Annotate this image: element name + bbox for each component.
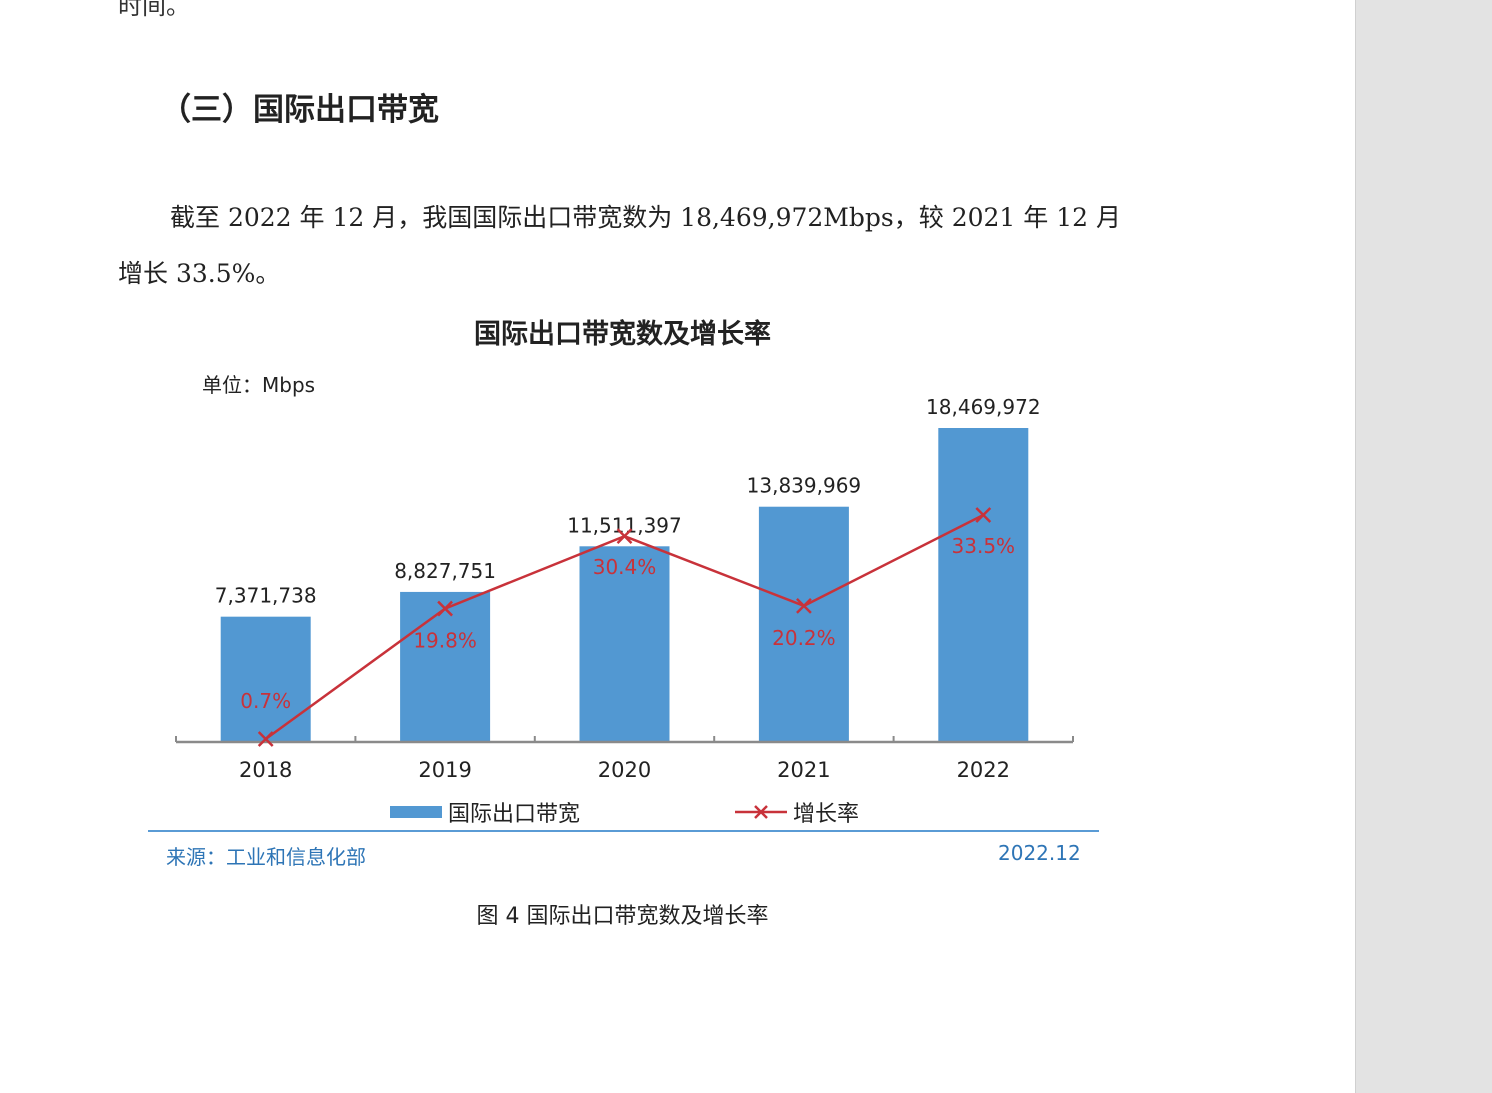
bar-value-label-2021: 13,839,969: [747, 474, 862, 498]
growth-marker-2018: [257, 731, 274, 747]
x-tick-label-2022: 2022: [957, 758, 1010, 782]
bar-value-label-2020: 11,511,397: [567, 513, 682, 537]
legend-bandwidth-label: 国际出口带宽: [448, 802, 581, 827]
growth-label-2022: 33.5%: [952, 534, 1016, 558]
legend-growth-label: 增长率: [793, 802, 860, 827]
chart-title: 国际出口带宽数及增长率: [474, 319, 771, 350]
x-tick-label-2020: 2020: [598, 758, 651, 782]
growth-marker-2019: [437, 600, 453, 617]
growth-label-2018: 0.7%: [240, 689, 291, 713]
paragraph-text: 截至 2022 年 12 月，我国国际出口带宽数为 18,469,972Mbps…: [118, 203, 1121, 288]
legend-item-growth-rate: 增长率: [735, 796, 859, 828]
growth-marker-2022: [975, 507, 992, 523]
bar-2021: [758, 506, 849, 742]
section-title: （三）国际出口带宽: [160, 92, 439, 128]
growth-label-2021: 20.2%: [772, 626, 836, 650]
bar-2020: [579, 546, 670, 742]
chart-unit-label: 单位：Mbps: [202, 373, 316, 397]
legend-item-bandwidth: 国际出口带宽: [390, 796, 580, 828]
growth-label-2019: 19.8%: [413, 629, 477, 653]
document-page: 时间。 （三）国际出口带宽 截至 2022 年 12 月，我国国际出口带宽数为 …: [118, 0, 1138, 929]
source-divider: [148, 830, 1099, 832]
bar-value-label-2018: 7,371,738: [215, 584, 317, 608]
bar-2022: [938, 428, 1029, 742]
bar-2019: [400, 591, 491, 742]
x-tick-label-2019: 2019: [418, 758, 471, 782]
growth-marker-2021: [796, 597, 812, 614]
chart-source-date: 2022.12: [998, 841, 1081, 865]
body-paragraph: 截至 2022 年 12 月，我国国际出口带宽数为 18,469,972Mbps…: [118, 190, 1138, 302]
figure-caption: 图 4 国际出口带宽数及增长率: [476, 904, 769, 929]
viewer-side-gutter: [1355, 0, 1492, 1093]
legend-bar-swatch: [390, 806, 442, 818]
bar-value-label-2022: 18,469,972: [926, 395, 1041, 419]
x-tick-label-2018: 2018: [239, 758, 292, 782]
growth-marker-2020: [616, 528, 633, 545]
growth-label-2020: 30.4%: [593, 555, 657, 579]
previous-line-fragment: 时间。: [118, 0, 190, 20]
bar-value-label-2019: 8,827,751: [394, 559, 496, 583]
bar-2018: [220, 616, 311, 742]
chart-canvas: 7,371,738 8,827,751 11,511,397 13,839,969 18…: [175, 395, 1074, 782]
x-tick-label-2021: 2021: [777, 758, 830, 782]
chart-source: 来源：工业和信息化部: [166, 845, 366, 869]
legend-line-swatch: [735, 802, 787, 822]
